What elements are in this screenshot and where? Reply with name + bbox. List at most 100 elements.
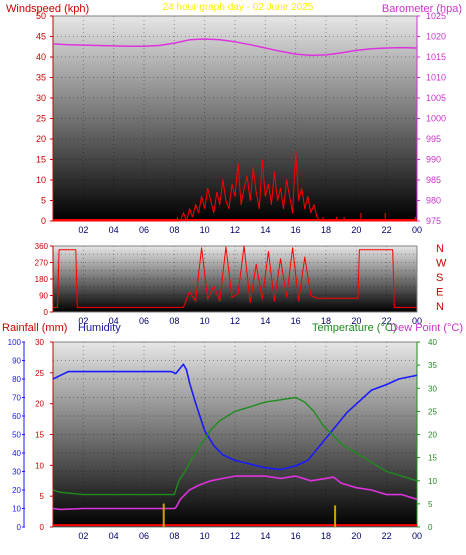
temperature-line xyxy=(52,396,418,496)
y-tick-label-left: 15 xyxy=(36,155,46,165)
rain-tick-label: 30 xyxy=(35,338,44,347)
rain-tick-label: 15 xyxy=(35,431,44,440)
y-tick-label: 360 xyxy=(35,242,49,251)
temperature-axis-label: Temperature (°C) xyxy=(312,322,396,334)
humidity-tick-label: 90 xyxy=(12,357,21,366)
temperature-tick-label: 30 xyxy=(428,384,437,393)
humidity-tick-label: 10 xyxy=(12,505,21,514)
x-tick-label: 18 xyxy=(321,531,331,541)
x-tick-label: 06 xyxy=(139,225,149,235)
windspeed-axis-label: Windspeed (kph) xyxy=(6,3,89,15)
temperature-tick-label: 40 xyxy=(428,338,437,347)
x-tick-label: 10 xyxy=(200,531,210,541)
x-tick-label: 16 xyxy=(291,531,301,541)
humidity-tick-label: 70 xyxy=(12,394,21,403)
wind-direction-line xyxy=(53,245,417,308)
temperature-tick-label: 20 xyxy=(428,431,437,440)
y-tick-label: 180 xyxy=(35,275,49,284)
y-tick-label-left: 20 xyxy=(36,134,46,144)
temperature-tick-label: 5 xyxy=(428,500,433,509)
compass-letter: N xyxy=(436,301,444,313)
compass-letter: E xyxy=(436,287,443,299)
y-tick-label-right: 1000 xyxy=(426,114,446,124)
x-tick-label: 18 xyxy=(321,316,331,326)
x-tick-label: 10 xyxy=(200,225,210,235)
y-tick-label-left: 10 xyxy=(36,175,46,185)
y-tick-label-right: 1005 xyxy=(426,93,446,103)
y-tick-label-right: 995 xyxy=(426,134,441,144)
rain-tick-label: 0 xyxy=(40,523,45,532)
rain-tick-label: 25 xyxy=(35,369,44,378)
x-tick-label: 14 xyxy=(260,316,270,326)
rain-tick-label: 10 xyxy=(35,461,44,470)
compass-letter: S xyxy=(436,272,443,284)
chart-title: 24 hour graph day - 02 June 2025 xyxy=(163,2,314,13)
plot-background xyxy=(53,342,417,527)
y-tick-label-right: 990 xyxy=(426,155,441,165)
humidity-tick-label: 20 xyxy=(12,486,21,495)
humidity-axis-label: Humidity xyxy=(78,322,121,334)
y-tick-label-right: 1010 xyxy=(426,73,446,83)
x-tick-label: 12 xyxy=(230,225,240,235)
plot-background xyxy=(53,16,417,221)
y-tick-label-left: 30 xyxy=(36,93,46,103)
humidity-tick-label: 80 xyxy=(12,375,21,384)
y-tick-label-left: 0 xyxy=(41,216,46,226)
x-tick-label: 20 xyxy=(351,316,361,326)
x-tick-label: 00 xyxy=(412,225,422,235)
x-tick-label: 14 xyxy=(260,225,270,235)
dewpoint-axis-label: Dew Point (°C) xyxy=(390,322,463,334)
y-tick-label-right: 985 xyxy=(426,175,441,185)
y-tick-label-left: 5 xyxy=(41,196,46,206)
x-tick-label: 02 xyxy=(78,316,88,326)
windspeed-line xyxy=(53,150,417,222)
temperature-tick-label: 0 xyxy=(428,523,433,532)
barometer-line xyxy=(52,38,418,57)
humidity-temperature-panel: 02 04 06 08 10 12 14 16 18 20 22 000102030405060708… xyxy=(8,338,438,541)
humidity-line xyxy=(52,363,418,471)
y-tick-label-left: 40 xyxy=(36,52,46,62)
temperature-tick-label: 35 xyxy=(428,361,437,370)
x-tick-label: 12 xyxy=(230,531,240,541)
x-tick-label: 12 xyxy=(230,316,240,326)
x-tick-label: 02 xyxy=(78,225,88,235)
x-tick-label: 06 xyxy=(139,316,149,326)
x-tick-label: 06 xyxy=(139,531,149,541)
plot-background xyxy=(53,246,417,312)
x-tick-label: 16 xyxy=(291,316,301,326)
x-tick-label: 08 xyxy=(169,225,179,235)
humidity-tick-label: 60 xyxy=(12,412,21,421)
x-tick-label: 18 xyxy=(321,225,331,235)
rain-tick-label: 5 xyxy=(40,492,45,501)
x-tick-label: 10 xyxy=(200,316,210,326)
y-tick-label-right: 1020 xyxy=(426,32,446,42)
temperature-tick-label: 15 xyxy=(428,454,437,463)
compass-letter: W xyxy=(436,258,447,270)
x-tick-label: 20 xyxy=(351,531,361,541)
temperature-tick-label: 25 xyxy=(428,407,437,416)
x-tick-label: 00 xyxy=(412,531,422,541)
y-tick-label: 90 xyxy=(39,292,48,301)
y-tick-label-left: 35 xyxy=(36,73,46,83)
wind-barometer-panel: 02 04 06 08 10 12 14 16 18 20 22 000510152025303540… xyxy=(36,11,446,235)
temperature-tick-label: 10 xyxy=(428,477,437,486)
rain-tick-label: 20 xyxy=(35,400,44,409)
humidity-tick-label: 0 xyxy=(17,523,22,532)
y-tick-label-left: 25 xyxy=(36,114,46,124)
y-tick-label-right: 980 xyxy=(426,196,441,206)
x-tick-label: 22 xyxy=(382,316,392,326)
x-tick-label: 08 xyxy=(169,316,179,326)
humidity-tick-label: 30 xyxy=(12,468,21,477)
y-tick-label-right: 1025 xyxy=(426,11,446,21)
x-tick-label: 14 xyxy=(260,531,270,541)
x-tick-label: 22 xyxy=(382,531,392,541)
humidity-tick-label: 40 xyxy=(12,449,21,458)
x-tick-label: 16 xyxy=(291,225,301,235)
x-tick-label: 20 xyxy=(351,225,361,235)
y-tick-label-left: 45 xyxy=(36,32,46,42)
y-tick-label-left: 50 xyxy=(36,11,46,21)
x-tick-label: 04 xyxy=(109,531,119,541)
y-tick-label-right: 1015 xyxy=(426,52,446,62)
